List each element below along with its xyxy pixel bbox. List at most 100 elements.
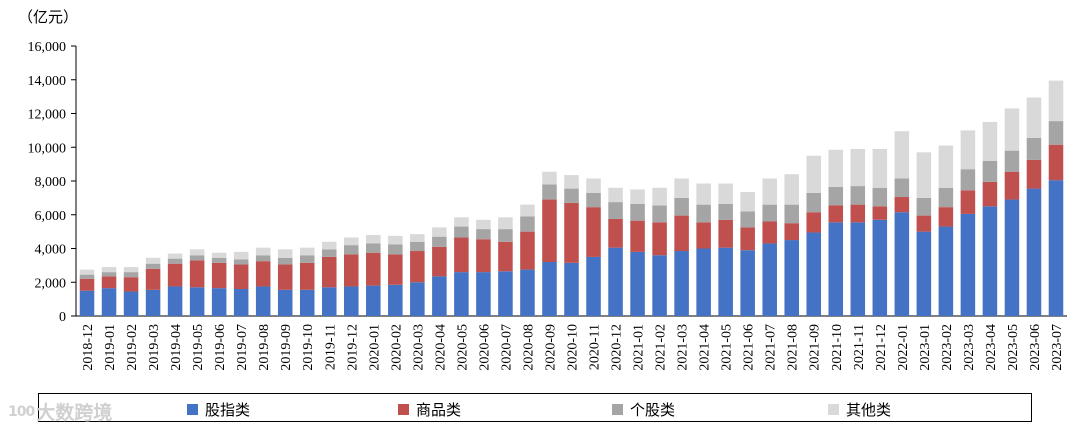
bar-segment-other bbox=[79, 269, 95, 275]
bar-segment-single-stock bbox=[344, 245, 359, 255]
x-tick-label: 2023-03 bbox=[962, 324, 977, 371]
bar-segment-other bbox=[277, 249, 293, 258]
x-tick-label: 2023-01 bbox=[918, 324, 933, 371]
x-tick-label: 2020-10 bbox=[566, 324, 581, 371]
bar-segment-commodity bbox=[828, 205, 844, 223]
bar-segment-stock-index bbox=[872, 219, 888, 316]
bar-segment-other bbox=[1026, 97, 1042, 138]
x-tick-label: 2019-09 bbox=[279, 324, 294, 371]
x-tick-label: 2023-05 bbox=[1006, 324, 1021, 371]
bar-segment-single-stock bbox=[652, 205, 667, 223]
bar-segment-stock-index bbox=[674, 251, 689, 316]
bar-segment-stock-index bbox=[718, 247, 733, 316]
bar-segment-single-stock bbox=[828, 186, 844, 206]
bar-segment-commodity bbox=[630, 220, 645, 252]
bar-segment-single-stock bbox=[498, 229, 513, 242]
bar-segment-single-stock bbox=[145, 263, 161, 269]
bar-segment-single-stock bbox=[784, 204, 799, 224]
bar-segment-stock-index bbox=[366, 285, 381, 316]
x-tick-label: 2019-02 bbox=[125, 324, 140, 371]
bar-segment-commodity bbox=[432, 246, 447, 277]
x-tick-label: 2020-11 bbox=[588, 324, 603, 370]
bar-segment-single-stock bbox=[982, 160, 998, 182]
x-tick-label: 2019-03 bbox=[147, 324, 162, 371]
x-tick-label: 2020-07 bbox=[499, 324, 514, 371]
bar-segment-commodity bbox=[410, 251, 425, 283]
bar-segment-single-stock bbox=[872, 187, 888, 207]
unit-label: （亿元） bbox=[18, 8, 78, 26]
bar-segment-other bbox=[233, 251, 249, 260]
x-tick-label: 2021-08 bbox=[786, 324, 801, 371]
bar-segment-stock-index bbox=[894, 212, 910, 316]
x-tick-label: 2021-10 bbox=[830, 324, 845, 371]
bar-segment-single-stock bbox=[938, 187, 954, 208]
bar-segment-stock-index bbox=[189, 287, 205, 316]
y-tick-label: 4,000 bbox=[35, 243, 67, 258]
bar-segment-commodity bbox=[388, 254, 403, 285]
x-tick-label: 2019-05 bbox=[191, 324, 206, 371]
bar-segment-single-stock bbox=[79, 274, 95, 279]
bar-segment-other bbox=[189, 249, 205, 256]
bar-segment-stock-index bbox=[233, 289, 249, 316]
legend-item-commodity: 商品类 bbox=[398, 399, 461, 420]
bar-segment-stock-index bbox=[1004, 199, 1020, 316]
legend-item-other: 其他类 bbox=[828, 399, 891, 420]
x-tick-label: 2021-12 bbox=[874, 324, 889, 371]
bar-segment-other bbox=[586, 178, 601, 193]
bar-segment-stock-index bbox=[828, 222, 844, 316]
bar-segment-single-stock bbox=[608, 202, 623, 219]
bar-segment-single-stock bbox=[255, 255, 271, 262]
bar-segment-commodity bbox=[894, 197, 910, 213]
x-tick-label: 2021-04 bbox=[698, 324, 713, 371]
bar-segment-single-stock bbox=[850, 186, 866, 205]
x-tick-label: 2019-04 bbox=[169, 324, 184, 371]
bar-segment-other bbox=[410, 234, 425, 242]
bar-segment-single-stock bbox=[101, 272, 117, 277]
bar-segment-other bbox=[762, 178, 777, 205]
x-tick-label: 2019-12 bbox=[345, 324, 360, 371]
bar-segment-stock-index bbox=[564, 262, 579, 316]
bar-segment-commodity bbox=[564, 202, 579, 263]
bar-segment-single-stock bbox=[894, 178, 910, 198]
bar-segment-single-stock bbox=[806, 192, 822, 213]
bar-segment-stock-index bbox=[145, 289, 161, 316]
bar-segment-stock-index bbox=[410, 282, 425, 316]
y-tick-label: 14,000 bbox=[28, 74, 67, 89]
x-tick-label: 2020-04 bbox=[433, 324, 448, 371]
x-tick-label: 2020-12 bbox=[610, 324, 625, 371]
x-tick-label: 2019-10 bbox=[301, 324, 316, 371]
bar-segment-commodity bbox=[277, 264, 293, 290]
bar-segment-other bbox=[828, 149, 844, 187]
watermark: 100 大数跨境 bbox=[8, 398, 112, 425]
bar-segment-other bbox=[872, 148, 888, 188]
bar-segment-commodity bbox=[299, 262, 315, 290]
legend-label-commodity: 商品类 bbox=[416, 401, 462, 419]
bar-segment-single-stock bbox=[410, 241, 425, 252]
x-tick-label: 2021-01 bbox=[632, 324, 647, 371]
legend-label-stock-index: 股指类 bbox=[205, 401, 251, 419]
bar-segment-single-stock bbox=[674, 197, 689, 216]
bar-segment-stock-index bbox=[344, 286, 359, 316]
bar-segment-single-stock bbox=[123, 272, 139, 278]
bar-segment-stock-index bbox=[696, 248, 711, 316]
bar-segment-single-stock bbox=[167, 258, 183, 264]
bar-segment-stock-index bbox=[388, 284, 403, 316]
stacked-bar-chart: 0 2,000 4,000 6,000 8,000 10,000 12,000 14,000 1… bbox=[18, 8, 1067, 371]
bar-segment-commodity bbox=[806, 212, 822, 233]
bar-segment-single-stock bbox=[740, 211, 755, 228]
bar-segment-other bbox=[674, 178, 689, 198]
bar-segment-commodity bbox=[321, 256, 337, 288]
x-axis-tick-labels: 2018-12 2019-01 2019-02 2019-03 2019-04 2019-… bbox=[81, 324, 1065, 371]
bar-segment-stock-index bbox=[806, 232, 822, 316]
legend-item-single-stock: 个股类 bbox=[612, 399, 675, 420]
x-tick-label: 2021-05 bbox=[720, 324, 735, 371]
bar-segment-commodity bbox=[586, 207, 601, 257]
bar-segment-commodity bbox=[498, 241, 513, 272]
bar-segment-other bbox=[850, 148, 866, 187]
bar-segment-stock-index bbox=[542, 262, 557, 316]
bar-segment-single-stock bbox=[321, 249, 337, 257]
bar-segment-single-stock bbox=[564, 188, 579, 203]
bar-segment-other bbox=[498, 217, 513, 230]
bar-segment-other bbox=[938, 145, 954, 188]
x-tick-label: 2018-12 bbox=[81, 324, 96, 371]
